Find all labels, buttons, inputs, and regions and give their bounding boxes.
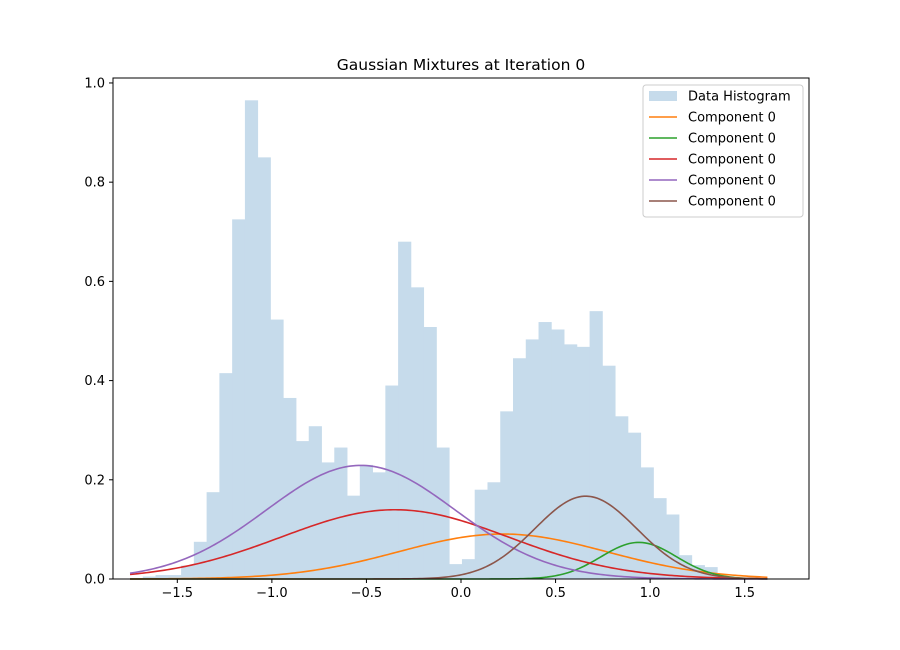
- y-tick-label: 0.0: [84, 573, 105, 588]
- histogram-bar: [653, 498, 667, 579]
- histogram-bar: [206, 492, 220, 579]
- histogram-bar: [168, 575, 182, 579]
- y-tick-label: 0.2: [84, 473, 105, 488]
- histogram-bar: [640, 467, 654, 579]
- histogram-bar: [564, 344, 578, 579]
- histogram-bar: [410, 287, 425, 579]
- legend-label: Data Histogram: [688, 90, 791, 105]
- histogram-bar: [219, 373, 233, 579]
- histogram-bar: [538, 322, 552, 579]
- histogram-bar: [398, 241, 412, 579]
- x-tick-label: 1.5: [734, 586, 755, 601]
- y-tick-label: 1.0: [84, 76, 105, 91]
- legend-label: Component 0: [688, 174, 776, 189]
- histogram-bar: [181, 565, 195, 579]
- histogram-bar: [525, 339, 539, 579]
- x-tick-label: −1.0: [256, 586, 288, 601]
- chart-title: Gaussian Mixtures at Iteration 0: [337, 56, 585, 74]
- histogram-bar: [334, 447, 348, 579]
- histogram-bar: [615, 416, 629, 579]
- histogram-bar: [436, 447, 450, 579]
- y-tick-label: 0.8: [84, 176, 105, 191]
- histogram-bar: [142, 576, 156, 579]
- x-tick-label: 1.0: [640, 586, 661, 601]
- histogram-bar: [461, 559, 476, 579]
- component-curve-3: [129, 464, 768, 580]
- legend-swatch-histogram: [649, 91, 677, 101]
- legend-box: [642, 84, 804, 218]
- legend-label: Component 0: [688, 153, 776, 168]
- histogram-bars: [142, 100, 718, 579]
- histogram-bar: [576, 346, 591, 579]
- x-tick-label: 0.5: [545, 586, 566, 601]
- histogram-bar: [423, 327, 437, 579]
- histogram-bar: [257, 157, 271, 579]
- x-tick-label: −0.5: [351, 586, 383, 601]
- plot-area: [129, 100, 768, 580]
- x-axis: −1.5 −1.0 −0.5 0.0 0.5 1.0 1.5: [162, 579, 755, 601]
- histogram-bar: [155, 575, 169, 579]
- histogram-bar: [666, 514, 680, 579]
- histogram-bar: [295, 441, 310, 579]
- histogram-bar: [487, 482, 501, 579]
- histogram-bar: [232, 219, 246, 579]
- component-curve-0: [130, 533, 768, 580]
- histogram-bar: [385, 385, 399, 579]
- histogram-bar: [602, 365, 616, 579]
- legend-label: Component 0: [688, 195, 776, 210]
- histogram-bar: [244, 100, 259, 579]
- histogram-bar: [372, 472, 386, 579]
- histogram-bar: [283, 397, 297, 579]
- histogram-bar: [308, 426, 322, 579]
- legend: Data Histogram Component 0 Component 0 Comp…: [642, 84, 804, 218]
- histogram-bar: [193, 541, 208, 579]
- histogram-bar: [513, 358, 527, 579]
- x-tick-label: 0.0: [451, 586, 472, 601]
- x-tick-label: −1.5: [162, 586, 194, 601]
- histogram-bar: [359, 464, 373, 579]
- component-curve-2: [129, 508, 768, 580]
- y-tick-label: 0.6: [84, 275, 105, 290]
- histogram-bar: [551, 329, 565, 579]
- histogram-bar: [270, 319, 284, 579]
- legend-label: Component 0: [688, 132, 776, 147]
- y-axis: 0.0 0.2 0.4 0.6 0.8 1.0: [84, 76, 113, 588]
- y-tick-label: 0.4: [84, 374, 105, 389]
- histogram-bar: [589, 311, 603, 579]
- legend-label: Component 0: [688, 111, 776, 126]
- histogram-bar: [347, 495, 361, 579]
